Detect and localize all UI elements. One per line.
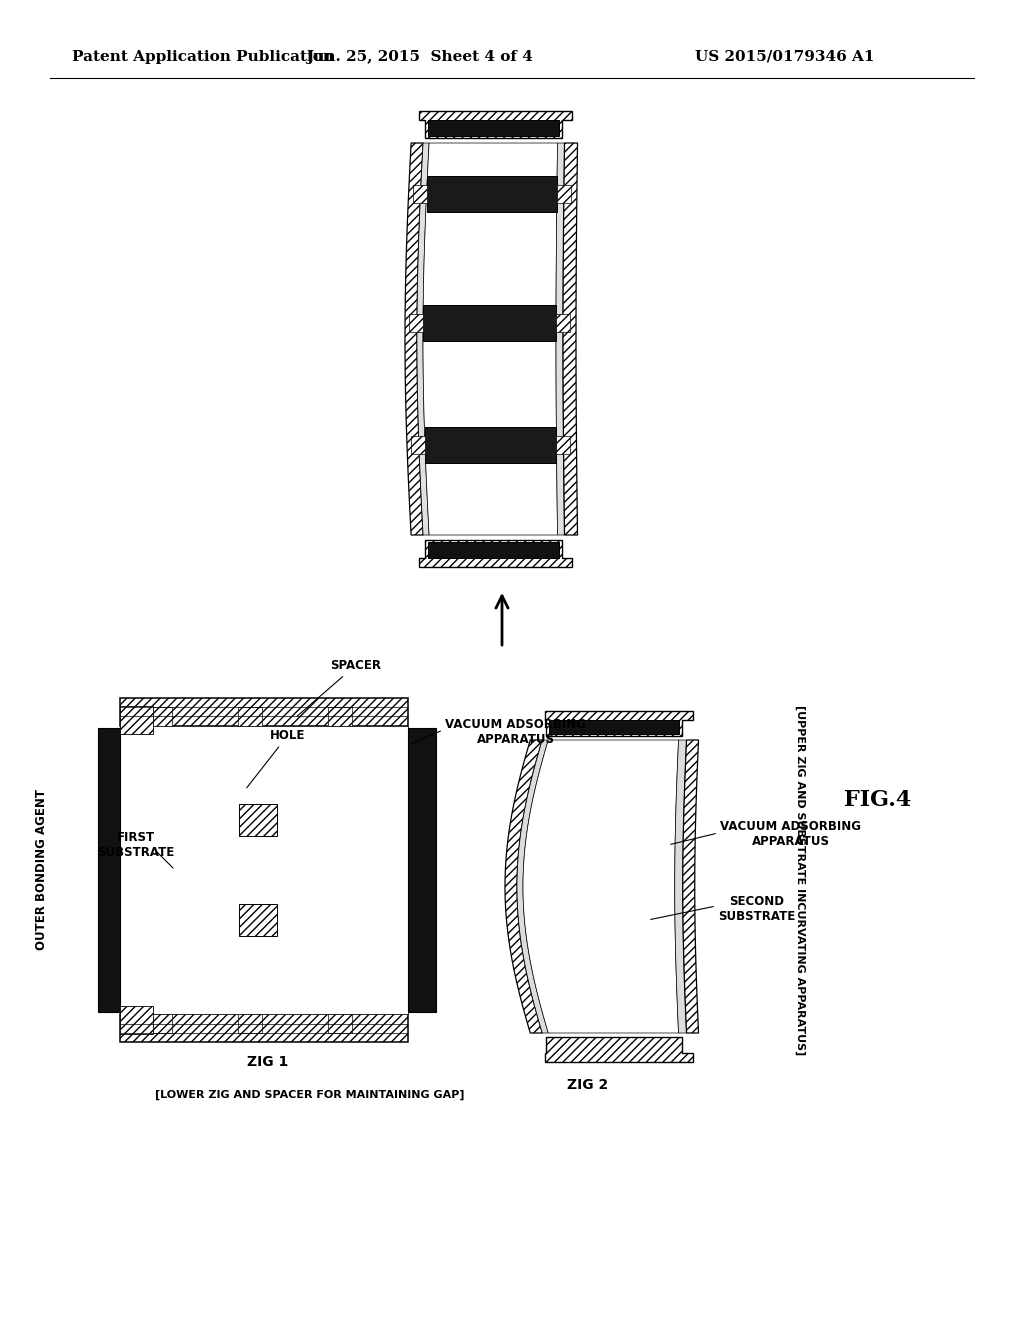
Polygon shape	[120, 698, 408, 726]
Polygon shape	[120, 1014, 408, 1041]
Polygon shape	[419, 111, 572, 139]
Polygon shape	[406, 143, 423, 535]
Polygon shape	[556, 314, 570, 333]
Polygon shape	[523, 741, 679, 1034]
Polygon shape	[557, 185, 571, 203]
Text: [LOWER ZIG AND SPACER FOR MAINTAINING GAP]: [LOWER ZIG AND SPACER FOR MAINTAINING GA…	[156, 1090, 465, 1101]
Polygon shape	[563, 143, 578, 535]
Polygon shape	[238, 708, 262, 726]
Polygon shape	[556, 436, 570, 454]
Polygon shape	[423, 305, 556, 342]
Polygon shape	[517, 741, 548, 1034]
Polygon shape	[505, 741, 543, 1034]
Polygon shape	[413, 185, 427, 203]
Text: ZIG 2: ZIG 2	[567, 1078, 608, 1092]
Polygon shape	[423, 143, 557, 535]
Text: VACUUM ADSORBING
APPARATUS: VACUUM ADSORBING APPARATUS	[445, 718, 586, 746]
Polygon shape	[239, 804, 278, 836]
Polygon shape	[98, 729, 120, 1012]
Polygon shape	[328, 1014, 352, 1034]
Text: SPACER: SPACER	[297, 659, 381, 717]
Text: ZIG 1: ZIG 1	[248, 1055, 289, 1069]
Polygon shape	[120, 1006, 153, 1034]
Text: FIG.4: FIG.4	[845, 789, 911, 810]
Polygon shape	[148, 1014, 172, 1034]
Polygon shape	[428, 120, 559, 136]
Polygon shape	[675, 741, 686, 1034]
Polygon shape	[409, 314, 423, 333]
Polygon shape	[419, 540, 572, 568]
Polygon shape	[411, 436, 425, 454]
Polygon shape	[239, 904, 278, 936]
Text: FIRST
SUBSTRATE: FIRST SUBSTRATE	[97, 832, 175, 859]
Polygon shape	[550, 719, 679, 734]
Text: US 2015/0179346 A1: US 2015/0179346 A1	[695, 50, 874, 63]
Polygon shape	[427, 176, 557, 213]
Polygon shape	[238, 1014, 262, 1034]
Polygon shape	[683, 741, 698, 1034]
Text: VACUUM ADSORBING
APPARATUS: VACUUM ADSORBING APPARATUS	[720, 820, 861, 847]
Text: SECOND
SUBSTRATE: SECOND SUBSTRATE	[718, 895, 796, 923]
Polygon shape	[546, 1038, 693, 1063]
Polygon shape	[417, 143, 429, 535]
Text: [UPPER ZIG AND SUBSTRATE INCURVATING APPARATUS]: [UPPER ZIG AND SUBSTRATE INCURVATING APP…	[795, 705, 805, 1055]
Polygon shape	[546, 711, 693, 737]
Polygon shape	[120, 706, 153, 734]
Polygon shape	[408, 729, 436, 1012]
Text: Patent Application Publication: Patent Application Publication	[72, 50, 334, 63]
Polygon shape	[556, 143, 564, 535]
Polygon shape	[428, 543, 559, 558]
Text: OUTER BONDING AGENT: OUTER BONDING AGENT	[36, 789, 48, 950]
Polygon shape	[120, 726, 408, 1014]
Polygon shape	[148, 708, 172, 726]
Polygon shape	[425, 426, 556, 463]
Polygon shape	[328, 708, 352, 726]
Text: HOLE: HOLE	[247, 729, 305, 788]
Text: Jun. 25, 2015  Sheet 4 of 4: Jun. 25, 2015 Sheet 4 of 4	[306, 50, 534, 63]
